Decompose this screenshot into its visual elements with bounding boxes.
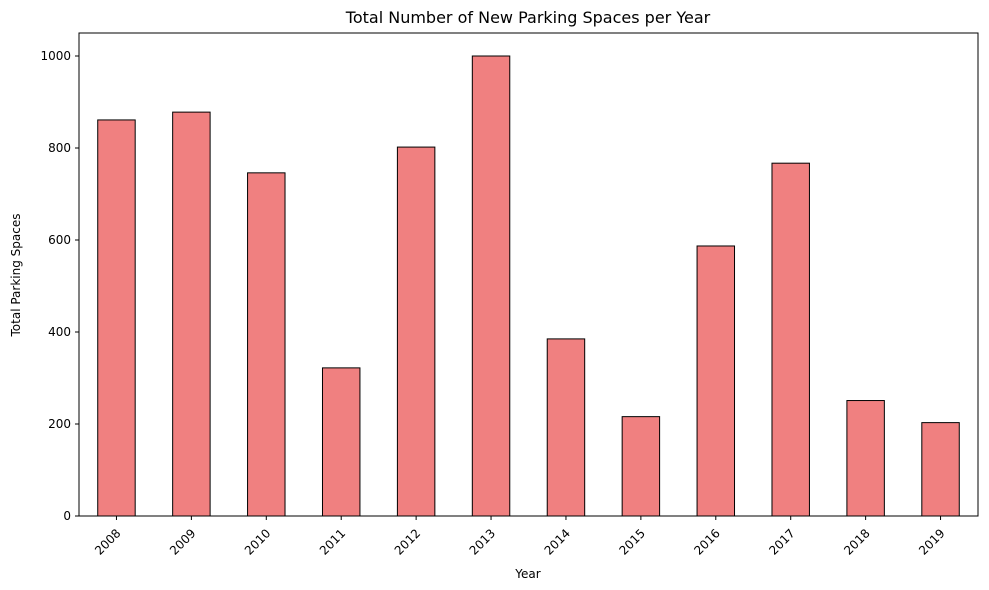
x-tick-label-2010: 2010	[242, 526, 273, 557]
bar-2012	[396, 146, 436, 517]
x-tick-label-2018: 2018	[841, 526, 872, 557]
bar-2008	[97, 119, 136, 517]
chart-title: Total Number of New Parking Spaces per Y…	[345, 8, 711, 27]
x-tick-label-2019: 2019	[916, 526, 947, 557]
x-tick-label-2013: 2013	[467, 526, 498, 557]
x-tick-label-2017: 2017	[766, 526, 797, 557]
x-tick-label-2012: 2012	[392, 526, 423, 557]
y-tick-label: 600	[48, 233, 71, 247]
x-tick-label-2008: 2008	[92, 526, 123, 557]
bar-2009	[172, 111, 211, 517]
bar-2010	[247, 172, 286, 517]
bar-2013	[471, 55, 511, 517]
y-tick-label: 800	[48, 141, 71, 155]
bar-2019	[921, 422, 960, 517]
bar-2018	[846, 400, 885, 517]
bar-2015	[621, 416, 661, 517]
x-tick-label-2015: 2015	[616, 526, 647, 557]
axes-frame	[78, 32, 979, 517]
x-tick-label-2014: 2014	[542, 526, 573, 557]
y-tick-label: 400	[48, 325, 71, 339]
bar-2011	[321, 367, 361, 517]
x-tick-label-2009: 2009	[167, 526, 198, 557]
x-tick-label-2011: 2011	[317, 526, 348, 557]
y-axis-label: Total Parking Spaces	[9, 214, 23, 338]
plot-area: 0 200 400 600 800 1000 2008 2009 2010 2011 2012 201…	[40, 32, 979, 558]
bar-2014	[546, 338, 586, 517]
y-tick-label: 1000	[40, 49, 71, 63]
bar-2017	[771, 162, 810, 517]
x-tick-label-2016: 2016	[691, 526, 722, 557]
bar-2016	[696, 245, 736, 517]
y-tick-label: 200	[48, 417, 71, 431]
y-tick-label: 0	[63, 509, 71, 523]
x-axis-label: Year	[514, 567, 540, 581]
